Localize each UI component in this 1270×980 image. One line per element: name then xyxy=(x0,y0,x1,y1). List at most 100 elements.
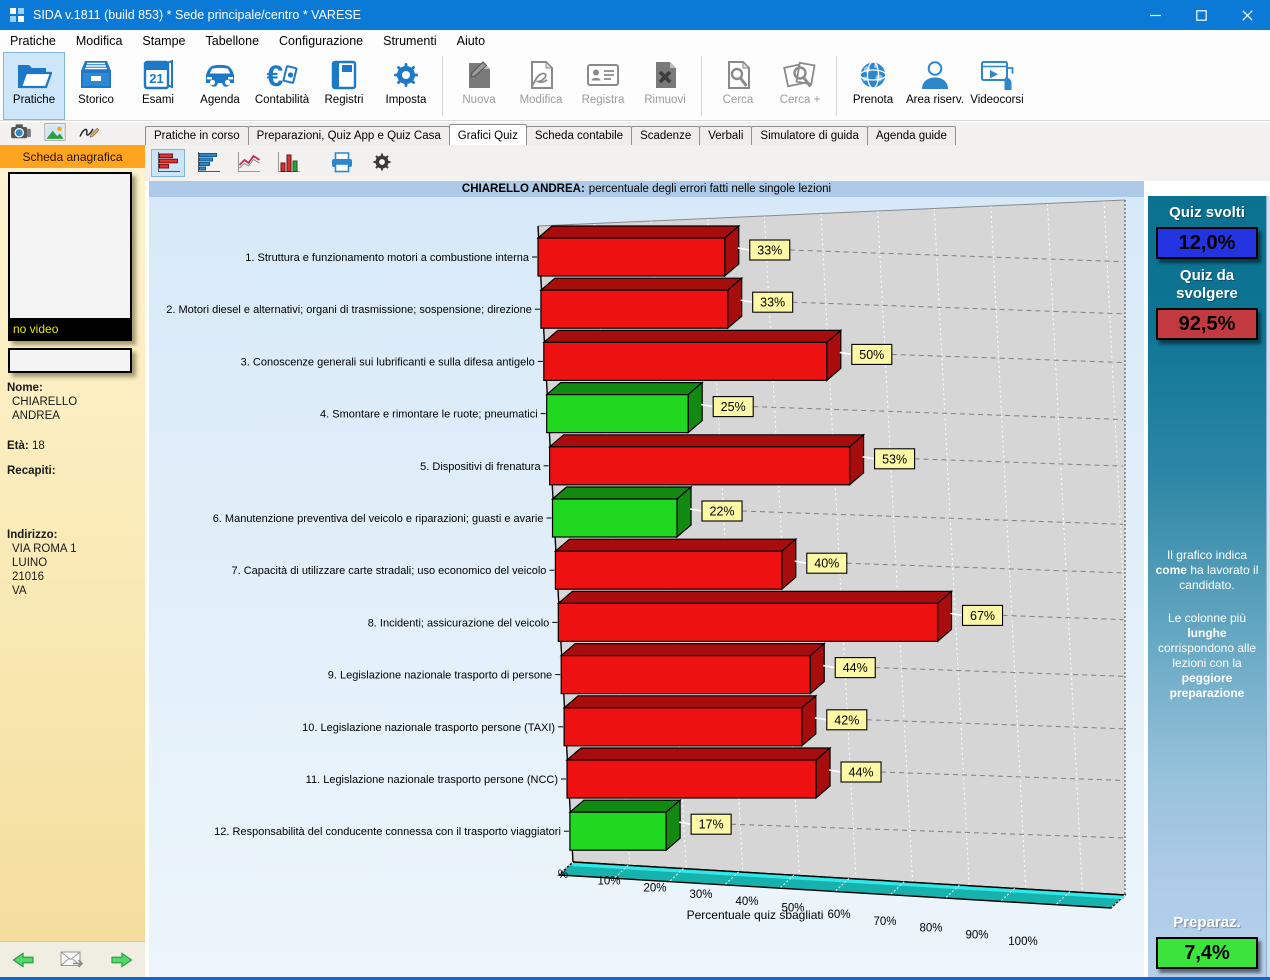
x-tick-label: 90% xyxy=(965,929,988,941)
tab[interactable]: Grafici Quiz xyxy=(448,124,527,145)
euro-icon: € xyxy=(264,60,300,90)
menu-item[interactable]: Configurazione xyxy=(279,34,364,48)
student-photo: no video xyxy=(8,172,132,341)
category-label: 11. Legislazione nazionale trasporto per… xyxy=(306,774,558,786)
preparation-summary: Preparaz. 7,4% xyxy=(1148,906,1266,971)
id-card-icon xyxy=(585,60,621,90)
toolbar-button[interactable]: Area riserv. xyxy=(904,52,966,120)
toolbar-button[interactable]: Imposta xyxy=(375,52,437,120)
calendar-icon: 21 xyxy=(140,60,176,90)
window-title: SIDA v.1811 (build 853) * Sede principal… xyxy=(33,8,361,22)
toolbar-button[interactable]: Registri xyxy=(313,52,375,120)
menu-item[interactable]: Pratiche xyxy=(10,34,56,48)
toolbar-button[interactable]: € Contabilità xyxy=(254,60,310,106)
tab[interactable]: Scheda contabile xyxy=(525,126,633,145)
bar-row: 1. Struttura e funzionamento motori a co… xyxy=(245,224,1124,278)
chart-toolbar-button[interactable] xyxy=(231,149,265,177)
tab[interactable]: Scadenze xyxy=(631,126,701,145)
image-button[interactable] xyxy=(40,123,70,144)
chart-title-student: CHIARELLO ANDREA: xyxy=(461,183,585,195)
prev-record-button[interactable] xyxy=(12,951,34,969)
signature-button[interactable] xyxy=(74,124,104,144)
value-label: 67% xyxy=(970,609,995,623)
page-x-icon xyxy=(647,60,683,90)
value-label-box xyxy=(701,500,743,522)
category-label: 7. Capacità di utilizzare carte stradali… xyxy=(232,565,547,577)
tab[interactable]: Verbali xyxy=(699,126,753,145)
value-label: 42% xyxy=(834,713,859,727)
leader-line xyxy=(891,353,1124,363)
bar xyxy=(540,289,729,329)
x-tick-label: 20% xyxy=(643,882,666,894)
page-search-icon xyxy=(720,60,756,90)
maximize-button[interactable] xyxy=(1178,0,1224,30)
name-label: Nome: xyxy=(7,382,43,394)
contacts-label: Recapiti: xyxy=(7,465,56,477)
menu-item[interactable]: Modifica xyxy=(75,34,123,48)
send-email-button[interactable] xyxy=(60,951,86,969)
image-icon xyxy=(43,123,67,144)
toolbar-button[interactable]: Pratiche xyxy=(3,52,65,120)
toolbar-button[interactable]: 21 Esami xyxy=(127,52,189,120)
menu-item[interactable]: Aiuto xyxy=(456,34,486,48)
bar-row: 3. Conoscenze generali sui lubrificanti … xyxy=(241,329,1124,382)
tab[interactable]: Agenda guide xyxy=(866,126,956,145)
window-frame-right xyxy=(1266,196,1270,977)
page-new-icon xyxy=(461,60,497,90)
leader-line xyxy=(742,510,1124,525)
chart-hbar-icon xyxy=(155,151,181,176)
camera-button[interactable] xyxy=(6,124,36,144)
chart-toolbar-button[interactable] xyxy=(325,149,359,177)
chart-toolbar-button[interactable] xyxy=(271,149,305,177)
value-label: 44% xyxy=(843,661,868,675)
toolbar-button[interactable]: Storico xyxy=(65,52,127,120)
gear-icon xyxy=(388,60,424,90)
tab[interactable]: Preparazioni, Quiz App e Quiz Casa xyxy=(247,126,450,145)
bar xyxy=(546,394,689,434)
tab[interactable]: Pratiche in corso xyxy=(145,126,249,145)
value-label-box xyxy=(840,761,882,783)
bar xyxy=(543,341,828,381)
quiz-svolti-label: Quiz svolti xyxy=(1169,204,1245,221)
name-value: CHIARELLO xyxy=(12,396,78,408)
photo-status-box xyxy=(8,348,132,373)
menu-item[interactable]: Strumenti xyxy=(383,34,437,48)
toolbar-separator xyxy=(836,56,837,116)
sidebar-footer xyxy=(0,941,145,977)
signature-icon xyxy=(77,123,101,144)
close-button[interactable] xyxy=(1224,0,1270,30)
tab[interactable]: Simulatore di guida xyxy=(751,126,868,145)
menu-item[interactable]: Stampe xyxy=(142,34,186,48)
window-titlebar: SIDA v.1811 (build 853) * Sede principal… xyxy=(0,0,1270,30)
book-icon xyxy=(326,60,362,90)
value-label: 25% xyxy=(721,400,746,414)
chart-toolbar-button[interactable] xyxy=(191,149,225,177)
photo-tools-strip xyxy=(0,122,145,145)
chart-toolbar-button[interactable] xyxy=(151,149,185,177)
address-line: LUINO xyxy=(12,557,48,569)
value-label: 17% xyxy=(699,818,724,832)
category-label: 1. Struttura e funzionamento motori a co… xyxy=(245,252,530,264)
leader-line xyxy=(789,249,1124,263)
archive-icon xyxy=(78,60,114,90)
bar xyxy=(549,446,851,486)
value-label: 44% xyxy=(849,766,874,780)
leader-line xyxy=(914,458,1124,467)
value-label-box xyxy=(826,709,868,731)
toolbar-button: Nuova xyxy=(448,52,510,120)
tab-bar: Pratiche in corso Preparazioni, Quiz App … xyxy=(145,122,1270,145)
toolbar-button[interactable]: Agenda xyxy=(189,52,251,120)
student-info: Nome: CHIARELLO ANDREA Età: 18 Recapiti:… xyxy=(7,381,141,598)
toolbar-button: Cerca xyxy=(707,52,769,120)
arrow-left-icon xyxy=(12,951,34,969)
next-record-button[interactable] xyxy=(111,951,133,969)
menu-item[interactable]: Tabellone xyxy=(205,34,260,48)
toolbar-button[interactable]: Videocorsi xyxy=(966,52,1028,120)
video-icon xyxy=(979,60,1015,90)
toolbar-button[interactable]: Prenota xyxy=(842,52,904,120)
chart-toolbar-button[interactable] xyxy=(365,149,399,177)
value-label-box xyxy=(749,239,791,261)
minimize-button[interactable] xyxy=(1132,0,1178,30)
bar-row: 7. Capacità di utilizzare carte stradali… xyxy=(232,537,1124,591)
